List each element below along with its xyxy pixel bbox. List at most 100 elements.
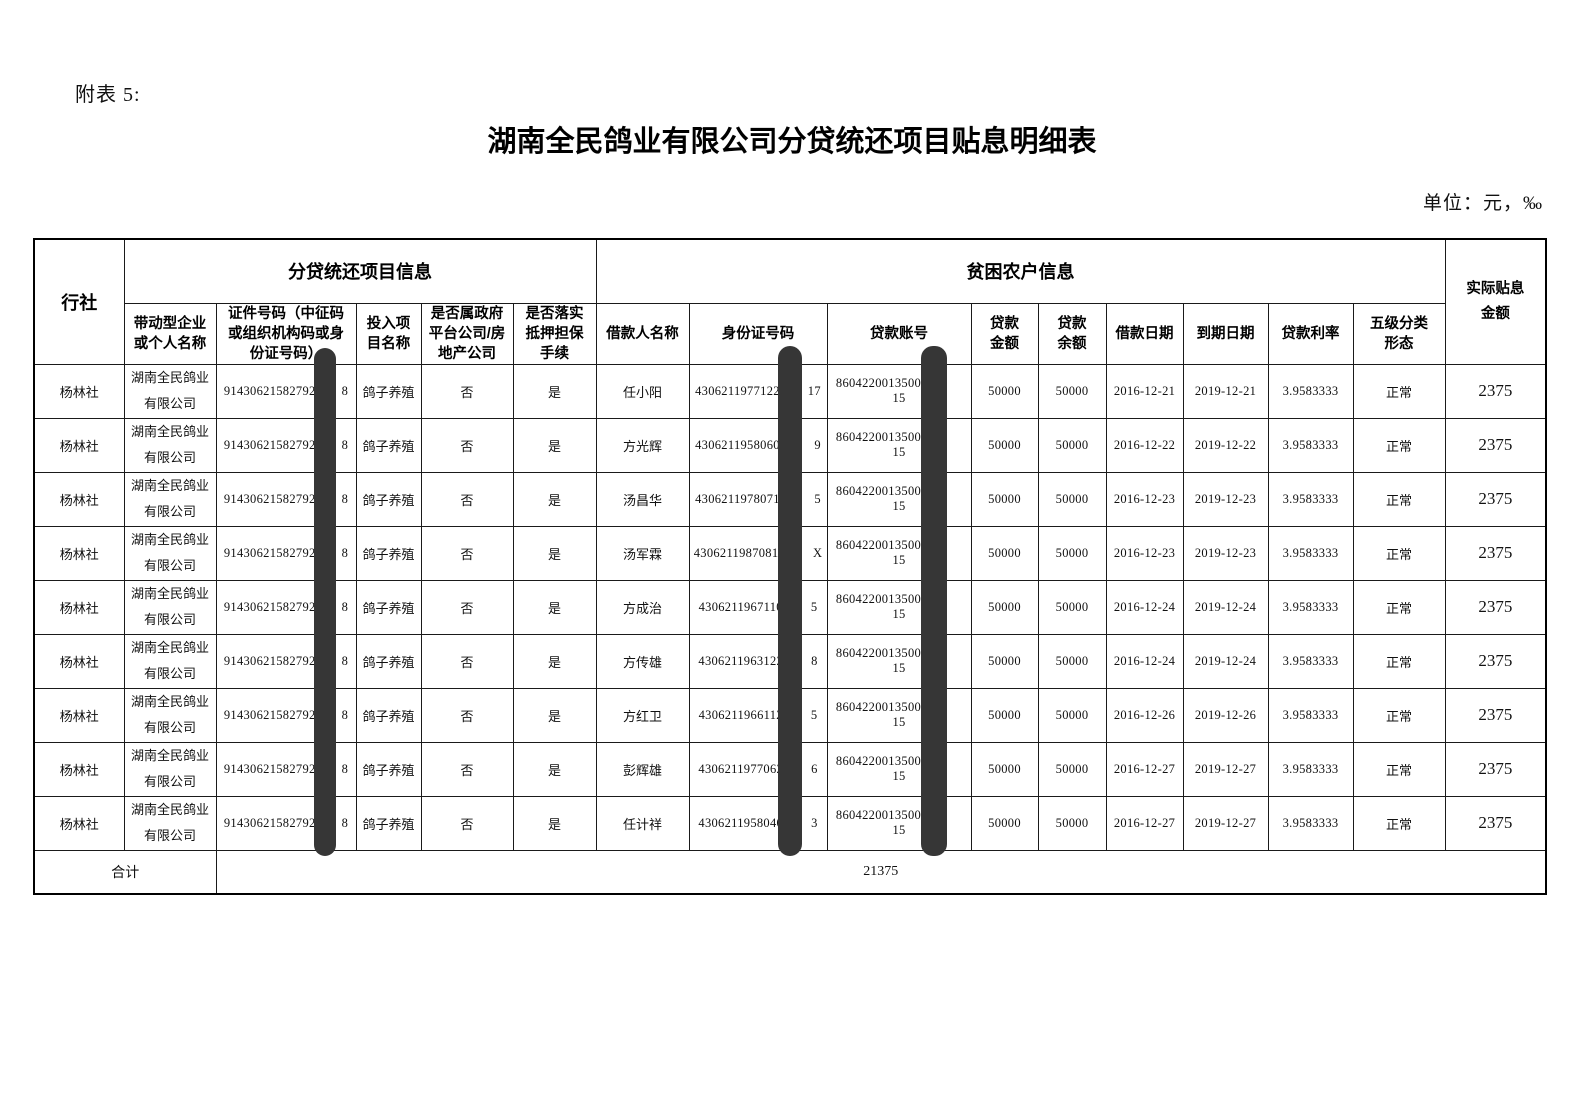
id-right-part: 5 [810, 599, 818, 614]
header-certificate-no: 证件号码（中征码 或组织机构码或身 份证号码） [215, 302, 357, 365]
cell-due-date: 2019-12-24 [1182, 579, 1269, 635]
account-right-part: 15 [892, 661, 906, 675]
cell-borrower-name: 汤昌华 [595, 471, 690, 527]
cell-actual-subsidy: 2375 [1444, 741, 1547, 797]
total-row: 合计 21375 [33, 849, 1547, 895]
cell-enterprise-name: 湖南全民鸽业 有限公司 [123, 525, 217, 581]
header-actual-subsidy: 实际贴息 金额 [1444, 238, 1547, 365]
cell-loan-date: 2016-12-24 [1105, 633, 1184, 689]
cell-bank: 杨林社 [33, 687, 125, 743]
cell-enterprise-name: 湖南全民鸽业 有限公司 [123, 579, 217, 635]
cell-bank: 杨林社 [33, 363, 125, 419]
account-right-part: 15 [892, 499, 906, 513]
cell-interest-rate: 3.9583333 [1267, 525, 1354, 581]
table-row: 杨林社 湖南全民鸽业 有限公司 91430621582792 8 鸽子养殖 否 是… [33, 363, 1547, 419]
header-loan-date: 借款日期 [1105, 302, 1184, 365]
cell-due-date: 2019-12-27 [1182, 795, 1269, 851]
cell-due-date: 2019-12-27 [1182, 741, 1269, 797]
cell-loan-date: 2016-12-21 [1105, 363, 1184, 419]
account-right-part: 15 [892, 391, 906, 405]
cell-is-mortgage: 是 [512, 417, 597, 473]
account-left-part: 860422001350001 [835, 430, 935, 444]
cell-borrower-name: 方红卫 [595, 687, 690, 743]
id-right-part: 8 [811, 653, 818, 668]
id-right-part: 5 [814, 491, 821, 506]
certificate-right-part: 8 [341, 653, 349, 668]
cell-actual-subsidy: 2375 [1444, 795, 1547, 851]
certificate-left-part: 91430621582792 [223, 761, 316, 776]
cell-id-number: 43062119780718 5 [688, 471, 828, 527]
cell-actual-subsidy: 2375 [1444, 525, 1547, 581]
certificate-left-part: 91430621582792 [223, 383, 316, 398]
cell-loan-account: 86042200135000115 [826, 579, 972, 635]
cell-enterprise-name: 湖南全民鸽业 有限公司 [123, 633, 217, 689]
table-row: 杨林社 湖南全民鸽业 有限公司 91430621582792 8 鸽子养殖 否 是… [33, 687, 1547, 743]
account-left-part: 860422001350001 [835, 484, 935, 498]
cell-bank: 杨林社 [33, 795, 125, 851]
cell-project-name: 鸽子养殖 [355, 471, 422, 527]
cell-project-name: 鸽子养殖 [355, 579, 422, 635]
cell-loan-amount: 50000 [970, 741, 1039, 797]
cell-actual-subsidy: 2375 [1444, 687, 1547, 743]
cell-loan-balance: 50000 [1037, 471, 1107, 527]
cell-loan-amount: 50000 [970, 471, 1039, 527]
cell-interest-rate: 3.9583333 [1267, 579, 1354, 635]
cell-loan-balance: 50000 [1037, 525, 1107, 581]
account-left-part: 860422001350001 [835, 808, 935, 822]
cell-loan-balance: 50000 [1037, 795, 1107, 851]
header-classification: 五级分类 形态 [1352, 302, 1446, 365]
cell-is-gov-platform: 否 [420, 579, 514, 635]
cell-interest-rate: 3.9583333 [1267, 471, 1354, 527]
header-group-project-info: 分贷统还项目信息 [123, 238, 597, 304]
cell-bank: 杨林社 [33, 471, 125, 527]
cell-classification: 正常 [1352, 525, 1446, 581]
id-left-part: 4306211977122 [695, 383, 780, 398]
cell-enterprise-name: 湖南全民鸽业 有限公司 [123, 741, 217, 797]
cell-borrower-name: 方成治 [595, 579, 690, 635]
cell-borrower-name: 彭辉雄 [595, 741, 690, 797]
cell-loan-account: 86042200135000115 [826, 471, 972, 527]
account-left-part: 860422001350001 [835, 754, 935, 768]
cell-is-mortgage: 是 [512, 525, 597, 581]
certificate-left-part: 91430621582792 [223, 653, 316, 668]
cell-is-mortgage: 是 [512, 795, 597, 851]
cell-loan-account: 86042200135000115 [826, 795, 972, 851]
cell-bank: 杨林社 [33, 633, 125, 689]
account-right-part: 15 [892, 445, 906, 459]
cell-is-gov-platform: 否 [420, 363, 514, 419]
cell-id-number: 4306211967110 5 [688, 579, 828, 635]
cell-loan-account: 86042200135000115 [826, 417, 972, 473]
cell-bank: 杨林社 [33, 741, 125, 797]
cell-interest-rate: 3.9583333 [1267, 363, 1354, 419]
cell-loan-amount: 50000 [970, 579, 1039, 635]
cell-due-date: 2019-12-26 [1182, 687, 1269, 743]
certificate-left-part: 91430621582792 [223, 491, 316, 506]
cell-interest-rate: 3.9583333 [1267, 795, 1354, 851]
cell-loan-amount: 50000 [970, 363, 1039, 419]
id-left-part: 43062119580609 [695, 437, 787, 452]
cell-borrower-name: 方光辉 [595, 417, 690, 473]
cell-is-gov-platform: 否 [420, 525, 514, 581]
cell-project-name: 鸽子养殖 [355, 741, 422, 797]
cell-id-number: 43062119580609 9 [688, 417, 828, 473]
cell-actual-subsidy: 2375 [1444, 363, 1547, 419]
header-is-gov-platform: 是否属政府 平台公司/房 地产公司 [420, 302, 514, 365]
cell-loan-account: 86042200135000115 [826, 687, 972, 743]
redaction-bar-loan-account [921, 346, 947, 856]
cell-due-date: 2019-12-23 [1182, 471, 1269, 527]
id-right-part: 17 [807, 383, 821, 398]
account-right-part: 15 [892, 715, 906, 729]
header-loan-account: 贷款账号 [826, 302, 972, 365]
cell-id-number: 4306211977062 6 [688, 741, 828, 797]
id-left-part: 43062119870816 [693, 545, 785, 560]
cell-actual-subsidy: 2375 [1444, 579, 1547, 635]
header-borrower-name: 借款人名称 [595, 302, 690, 365]
attachment-label: 附表 5: [75, 84, 141, 106]
table-row: 杨林社 湖南全民鸽业 有限公司 91430621582792 8 鸽子养殖 否 是… [33, 633, 1547, 689]
id-right-part: 6 [811, 761, 818, 776]
cell-loan-amount: 50000 [970, 795, 1039, 851]
cell-id-number: 4306211958040 3 [688, 795, 828, 851]
cell-loan-account: 86042200135000115 [826, 633, 972, 689]
cell-is-gov-platform: 否 [420, 471, 514, 527]
